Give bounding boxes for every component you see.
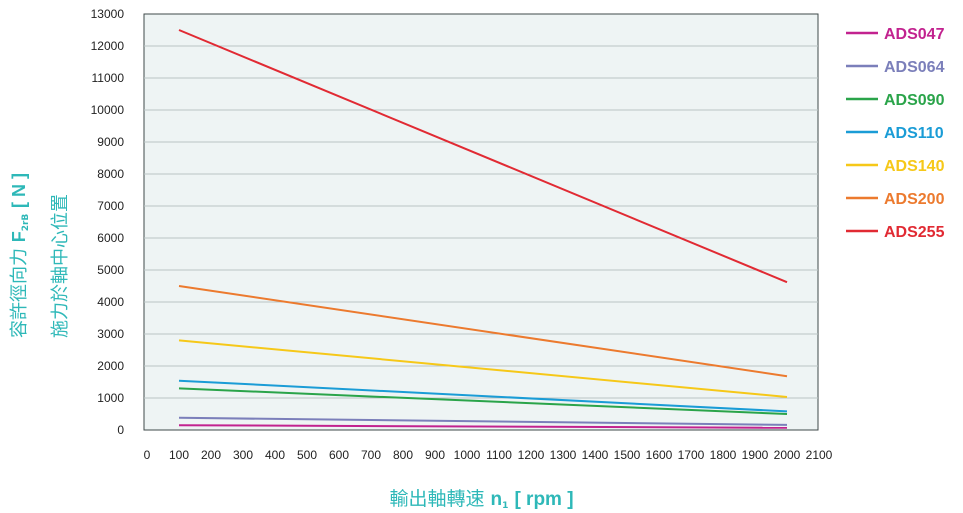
legend-label: ADS255 xyxy=(884,224,945,241)
series-line-ads047 xyxy=(178,424,788,429)
x-axis-title-unit: [ rpm ] xyxy=(514,489,574,510)
x-tick-label: 1900 xyxy=(742,448,769,462)
y-axis-title-text: 容許徑向力 xyxy=(9,248,30,338)
legend-label: ADS140 xyxy=(884,158,945,175)
y-tick-label: 6000 xyxy=(97,231,124,245)
x-tick-label: 0 xyxy=(144,448,151,462)
x-axis-title: 輸出軸轉速 n1 [ rpm ] xyxy=(0,484,963,511)
series-lines xyxy=(178,29,788,429)
legend-label: ADS090 xyxy=(884,92,945,109)
plot-area xyxy=(143,13,819,431)
y-tick-label: 13000 xyxy=(91,7,125,21)
x-tick-label: 600 xyxy=(329,448,349,462)
x-tick-label: 200 xyxy=(201,448,221,462)
series-line-ads110 xyxy=(178,379,788,413)
y-tick-label: 4000 xyxy=(97,295,124,309)
y-axis-ticks: 0 1000 2000 3000 4000 5000 6000 7000 8000 9000 100… xyxy=(91,7,125,437)
y-tick-label: 8000 xyxy=(97,167,124,181)
y-axis-title-symbol: F xyxy=(9,231,29,243)
series-line-ads200 xyxy=(178,285,788,378)
y-tick-label: 5000 xyxy=(97,263,124,277)
y-axis-subtitle-text: 施力於軸中心位置 xyxy=(50,194,71,338)
series-line-ads255 xyxy=(178,29,788,284)
series-line-ads140 xyxy=(178,339,788,398)
y-tick-label: 7000 xyxy=(97,199,124,213)
x-tick-label: 1000 xyxy=(454,448,481,462)
y-tick-label: 0 xyxy=(117,423,124,437)
series-line-ads090 xyxy=(178,387,788,415)
series-line-ads064 xyxy=(178,416,788,426)
x-tick-label: 800 xyxy=(393,448,413,462)
legend-label: ADS047 xyxy=(884,26,945,43)
grid-lines xyxy=(144,45,818,399)
x-axis-title-subscript: 1 xyxy=(502,501,509,511)
y-axis-subtitle: 施力於軸中心位置 xyxy=(50,194,72,338)
x-axis-title-text: 輸出軸轉速 xyxy=(389,488,485,510)
x-tick-label: 900 xyxy=(425,448,445,462)
x-tick-label: 700 xyxy=(361,448,381,462)
y-axis-title-unit: [ N ] xyxy=(9,172,29,208)
y-tick-label: 10000 xyxy=(91,103,125,117)
x-tick-label: 400 xyxy=(265,448,285,462)
x-tick-label: 1200 xyxy=(518,448,545,462)
legend-label: ADS064 xyxy=(884,59,945,76)
x-tick-label: 300 xyxy=(233,448,253,462)
y-tick-label: 1000 xyxy=(97,391,124,405)
y-tick-label: 12000 xyxy=(91,39,125,53)
x-tick-label: 1300 xyxy=(550,448,577,462)
x-tick-label: 1800 xyxy=(710,448,737,462)
x-tick-label: 500 xyxy=(297,448,317,462)
x-tick-label: 2100 xyxy=(806,448,833,462)
y-tick-label: 2000 xyxy=(97,359,124,373)
y-axis-title-subscript: 2rB xyxy=(21,213,31,232)
x-tick-label: 1500 xyxy=(614,448,641,462)
x-tick-label: 1600 xyxy=(646,448,673,462)
x-tick-label: 100 xyxy=(169,448,189,462)
legend-label: ADS200 xyxy=(884,191,945,208)
legend-label: ADS110 xyxy=(884,125,944,142)
y-tick-label: 3000 xyxy=(97,327,124,341)
y-axis-title: 容許徑向力 F2rB [ N ] xyxy=(8,173,37,338)
x-axis-ticks: 0 100 200 300 400 500 600 700 800 900 1000 1100 1200… xyxy=(144,448,833,462)
x-tick-label: 2000 xyxy=(774,448,801,462)
x-axis-title-symbol: n xyxy=(490,489,503,510)
y-tick-label: 9000 xyxy=(97,135,124,149)
x-tick-label: 1400 xyxy=(582,448,609,462)
y-tick-label: 11000 xyxy=(92,71,125,85)
legend: ADS047 ADS064 ADS090 ADS110 ADS140 ADS200 ADS2… xyxy=(846,26,945,241)
x-tick-label: 1100 xyxy=(486,448,512,462)
x-tick-label: 1700 xyxy=(678,448,705,462)
